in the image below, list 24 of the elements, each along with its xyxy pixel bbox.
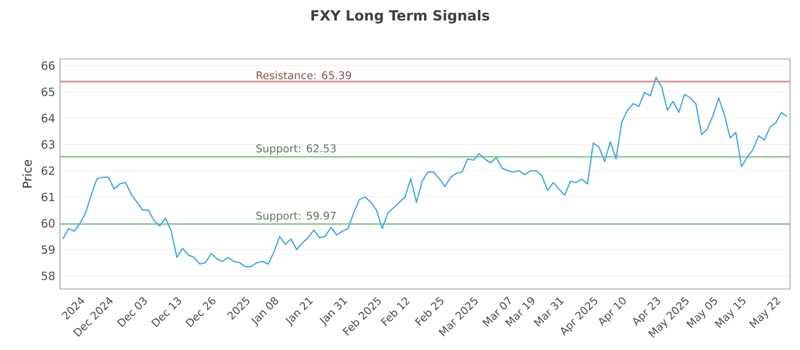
ref-line-label: Support: 59.97 [256, 212, 336, 222]
x-tick-label: Dec 13 [151, 297, 182, 328]
x-tick-label: Jan 31 [320, 298, 348, 327]
y-tick-label: 62 [42, 166, 54, 176]
y-tick-label: 61 [42, 192, 54, 202]
x-tick-label: Dec 03 [116, 297, 147, 328]
x-tick-label: Jan 21 [285, 298, 313, 327]
y-tick-label: 63 [42, 140, 54, 149]
x-tick-label: Jan 08 [251, 297, 278, 327]
x-tick-label: Dec 26 [185, 296, 216, 328]
y-tick-label: 65 [42, 88, 54, 96]
y-tick-label: 60 [42, 219, 55, 228]
y-tick-label: 59 [42, 245, 54, 254]
y-tick-label: 66 [42, 61, 55, 70]
x-tick-label: Apr 10 [598, 297, 626, 326]
x-tick-label: Mar 31 [534, 298, 564, 327]
y-axis-title: Price [22, 160, 32, 188]
y-tick-label: 58 [42, 272, 55, 280]
x-tick-label: Feb 12 [380, 298, 410, 326]
y-tick-label: 64 [42, 114, 55, 122]
ref-line-label: Support: 62.53 [256, 144, 336, 155]
chart-title: FXY Long Term Signals [311, 10, 490, 24]
x-tick-label: Feb 25 [414, 296, 444, 326]
ref-line-label: Resistance: 65.39 [256, 71, 352, 80]
